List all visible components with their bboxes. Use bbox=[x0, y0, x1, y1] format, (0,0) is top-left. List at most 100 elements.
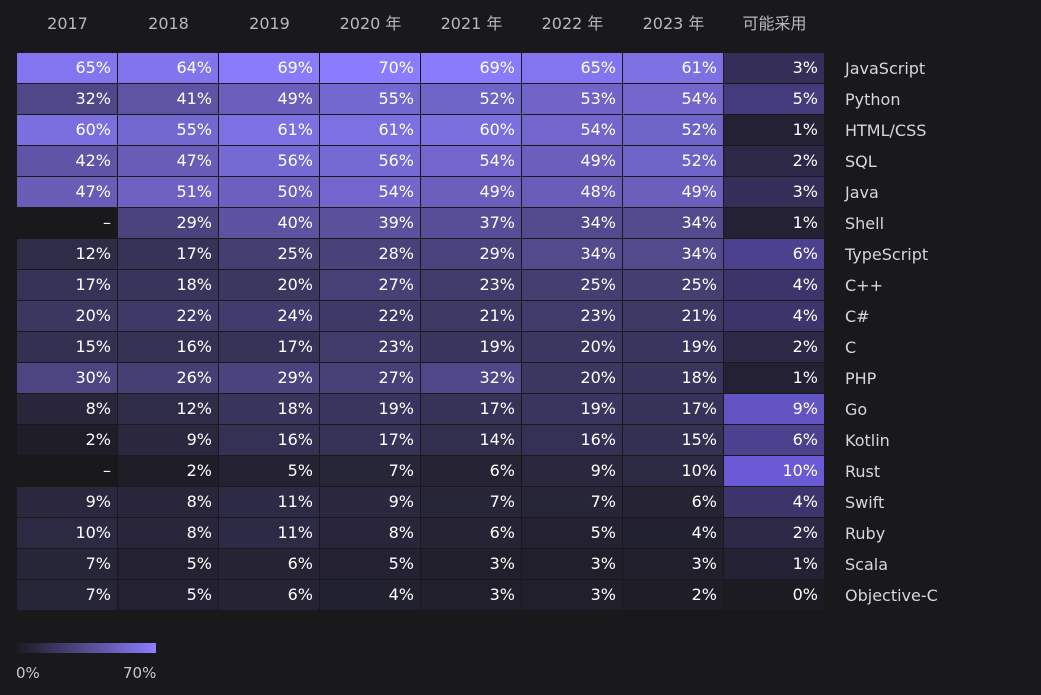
heatmap-cell: 3% bbox=[522, 549, 622, 579]
heatmap-cell: 4% bbox=[724, 487, 824, 517]
heatmap-cell: 8% bbox=[118, 518, 218, 548]
heatmap-cell: 6% bbox=[219, 580, 319, 610]
heatmap-cell: 10% bbox=[17, 518, 117, 548]
heatmap-cell: 2% bbox=[623, 580, 723, 610]
language-label: Shell bbox=[845, 214, 885, 233]
language-label: SQL bbox=[845, 152, 877, 171]
language-label: Python bbox=[845, 90, 901, 109]
heatmap-cell: 22% bbox=[118, 301, 218, 331]
heatmap-cell: 6% bbox=[421, 518, 521, 548]
heatmap-cell: 12% bbox=[118, 394, 218, 424]
heatmap-cell: 0% bbox=[724, 580, 824, 610]
heatmap-cell: 6% bbox=[724, 425, 824, 455]
heatmap-cell: 4% bbox=[623, 518, 723, 548]
heatmap-cell: 1% bbox=[724, 549, 824, 579]
language-label: Ruby bbox=[845, 524, 886, 543]
heatmap-cell: 7% bbox=[522, 487, 622, 517]
heatmap-cell: 21% bbox=[421, 301, 521, 331]
heatmap-cell: 15% bbox=[17, 332, 117, 362]
column-header-4: 2021 年 bbox=[440, 14, 503, 33]
column-header-2: 2019 bbox=[249, 14, 290, 33]
heatmap-cell: 40% bbox=[219, 208, 319, 238]
language-label: JavaScript bbox=[845, 59, 926, 78]
heatmap-cell: 20% bbox=[17, 301, 117, 331]
heatmap-cell: 34% bbox=[522, 239, 622, 269]
heatmap-cell: 61% bbox=[320, 115, 420, 145]
heatmap-cell: 19% bbox=[522, 394, 622, 424]
heatmap-cell: 49% bbox=[522, 146, 622, 176]
heatmap-cell: 9% bbox=[118, 425, 218, 455]
heatmap-cell: 23% bbox=[421, 270, 521, 300]
heatmap-cell: 54% bbox=[421, 146, 521, 176]
heatmap-cell: 12% bbox=[17, 239, 117, 269]
heatmap-cell: 1% bbox=[724, 208, 824, 238]
heatmap-cell: 20% bbox=[522, 332, 622, 362]
heatmap-cell: 1% bbox=[724, 363, 824, 393]
heatmap-cell: 22% bbox=[320, 301, 420, 331]
language-label: TypeScript bbox=[845, 245, 929, 264]
heatmap-cell: 30% bbox=[17, 363, 117, 393]
heatmap-cell: 16% bbox=[219, 425, 319, 455]
heatmap-cell: 1% bbox=[724, 115, 824, 145]
heatmap-cell: 5% bbox=[118, 580, 218, 610]
language-label: C# bbox=[845, 307, 870, 326]
heatmap-cell: 8% bbox=[118, 487, 218, 517]
heatmap-cell: 2% bbox=[724, 332, 824, 362]
language-label: Rust bbox=[845, 462, 881, 481]
heatmap-cell: 49% bbox=[219, 84, 319, 114]
heatmap-cell: 52% bbox=[623, 146, 723, 176]
heatmap-cell: 52% bbox=[623, 115, 723, 145]
heatmap-cell: 8% bbox=[320, 518, 420, 548]
heatmap-cell: 34% bbox=[623, 239, 723, 269]
heatmap-cell: 21% bbox=[623, 301, 723, 331]
heatmap-cell: 48% bbox=[522, 177, 622, 207]
heatmap-cell: 4% bbox=[724, 270, 824, 300]
heatmap-cell: 60% bbox=[421, 115, 521, 145]
heatmap-cell: 49% bbox=[623, 177, 723, 207]
heatmap-cell: 27% bbox=[320, 270, 420, 300]
language-label: Java bbox=[845, 183, 879, 202]
heatmap-cell: – bbox=[17, 208, 117, 238]
heatmap-cell: 5% bbox=[724, 84, 824, 114]
heatmap-cell: 64% bbox=[118, 53, 218, 83]
heatmap-cell: 56% bbox=[320, 146, 420, 176]
heatmap-cell: 19% bbox=[320, 394, 420, 424]
heatmap-cell: 65% bbox=[522, 53, 622, 83]
heatmap-cell: 25% bbox=[522, 270, 622, 300]
heatmap-cell: 50% bbox=[219, 177, 319, 207]
heatmap-cell: 5% bbox=[320, 549, 420, 579]
heatmap-cell: 29% bbox=[118, 208, 218, 238]
heatmap-cell: 14% bbox=[421, 425, 521, 455]
heatmap-cell: 49% bbox=[421, 177, 521, 207]
heatmap-cell: 23% bbox=[522, 301, 622, 331]
heatmap-cell: 10% bbox=[623, 456, 723, 486]
heatmap-cell: 53% bbox=[522, 84, 622, 114]
heatmap-cell: 23% bbox=[320, 332, 420, 362]
heatmap-cell: 70% bbox=[320, 53, 420, 83]
heatmap-cell: 20% bbox=[219, 270, 319, 300]
heatmap-cell: 17% bbox=[17, 270, 117, 300]
heatmap-cell: 32% bbox=[421, 363, 521, 393]
heatmap-cell: 6% bbox=[623, 487, 723, 517]
heatmap-cell: 9% bbox=[724, 394, 824, 424]
heatmap-cell: 8% bbox=[17, 394, 117, 424]
heatmap-cell: 11% bbox=[219, 518, 319, 548]
heatmap-cell: 17% bbox=[320, 425, 420, 455]
heatmap-cell: 7% bbox=[17, 549, 117, 579]
heatmap-cell: 17% bbox=[623, 394, 723, 424]
column-header-3: 2020 年 bbox=[339, 14, 402, 33]
column-header-6: 2023 年 bbox=[642, 14, 705, 33]
heatmap-cell: 16% bbox=[522, 425, 622, 455]
heatmap-cell: 26% bbox=[118, 363, 218, 393]
heatmap-cell: 3% bbox=[522, 580, 622, 610]
heatmap-cell: 6% bbox=[219, 549, 319, 579]
heatmap-cell: 34% bbox=[522, 208, 622, 238]
heatmap-cell: 25% bbox=[623, 270, 723, 300]
heatmap-cell: 18% bbox=[623, 363, 723, 393]
heatmap-cell: 18% bbox=[219, 394, 319, 424]
heatmap-cell: 47% bbox=[118, 146, 218, 176]
heatmap-cell: 9% bbox=[17, 487, 117, 517]
language-label: Objective-C bbox=[845, 586, 938, 605]
heatmap-cell: 55% bbox=[118, 115, 218, 145]
